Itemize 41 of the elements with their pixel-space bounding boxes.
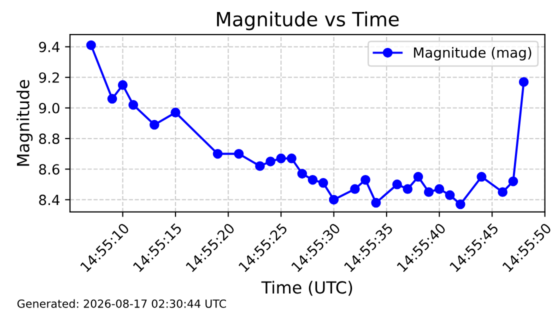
point: [498, 187, 508, 197]
point: [118, 80, 128, 90]
y-axis-title: Magnitude: [16, 80, 33, 166]
point: [402, 184, 413, 194]
y-tick-label: 8.8: [39, 134, 60, 144]
point: [350, 184, 360, 194]
point: [360, 174, 370, 185]
point: [371, 198, 381, 208]
point: [424, 187, 434, 197]
point: [255, 161, 265, 171]
point: [86, 40, 96, 50]
point: [128, 100, 138, 110]
text: Generated: 2026-08-17 02:30:44 UTC: [17, 299, 226, 308]
x-axis-title: Time (UTC): [261, 280, 352, 296]
point: [434, 184, 444, 194]
chart-title: Magnitude vs Time: [217, 11, 399, 30]
point: [107, 94, 118, 104]
y-tick-label: 9.4: [39, 42, 60, 52]
legend-label: Magnitude (mag): [414, 47, 532, 60]
point: [212, 148, 223, 159]
point: [276, 154, 286, 164]
point: [318, 178, 328, 188]
point: [445, 190, 455, 200]
point: [328, 194, 339, 205]
y-tick-label: 9.2: [39, 72, 59, 83]
y-tick-label: 8.4: [39, 194, 60, 206]
y-tick-label: 9.0: [39, 102, 60, 114]
point: [476, 172, 486, 182]
point: [150, 120, 160, 130]
point: [518, 77, 529, 87]
point: [266, 156, 276, 166]
point: [456, 199, 466, 210]
point: [286, 154, 296, 164]
y-tick-label: 8.6: [39, 164, 60, 175]
point: [170, 108, 180, 118]
point: [413, 172, 424, 182]
point: [508, 176, 518, 186]
point: [308, 174, 318, 185]
point: [297, 168, 308, 179]
point: [234, 148, 244, 159]
point: [392, 180, 402, 190]
